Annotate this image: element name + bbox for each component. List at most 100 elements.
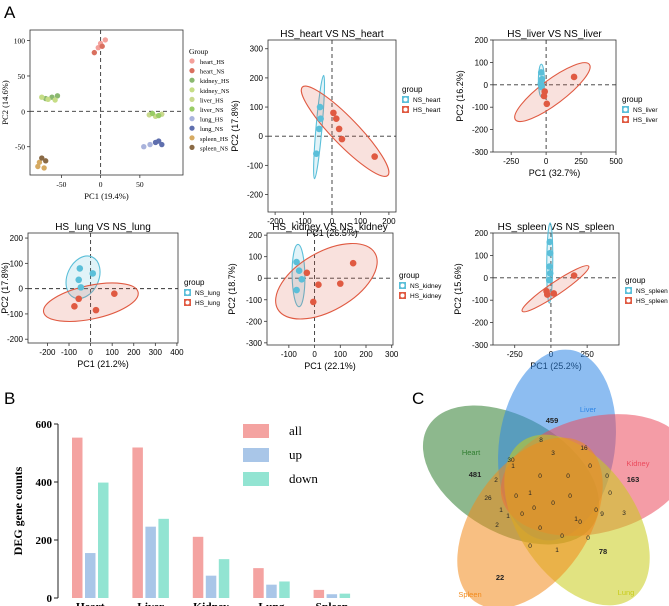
venn-region-count: 3 xyxy=(622,510,626,517)
y-tick-label: 400 xyxy=(36,477,53,489)
legend-key xyxy=(189,135,195,141)
legend-key-all xyxy=(243,424,269,438)
y-tick-label: 100 xyxy=(249,253,263,262)
legend-key-dot xyxy=(403,97,408,102)
y-tick-label: -300 xyxy=(472,148,489,157)
bar-all-kidney xyxy=(192,536,204,598)
x-tick-label: 200 xyxy=(359,350,373,359)
legend-label: kidney_NS xyxy=(200,88,230,95)
x-tick-label: 0 xyxy=(312,350,317,359)
legend-title: group xyxy=(625,276,646,285)
venn-set-label: Spleen xyxy=(458,590,481,599)
legend-title: group xyxy=(399,271,420,280)
venn-region-count: 0 xyxy=(605,473,609,480)
legend-key-dot xyxy=(626,288,631,293)
data-point-kidney_ns xyxy=(45,96,51,103)
legend-key xyxy=(189,116,195,122)
venn-set-label: Liver xyxy=(580,405,597,414)
venn-set-spleen xyxy=(457,437,603,606)
x-tick-label: 400 xyxy=(170,348,184,357)
venn-region-count: 9 xyxy=(600,511,604,518)
legend-key xyxy=(189,68,195,74)
data-point-hs_spleen xyxy=(570,272,578,279)
y-axis-label: PC2 (18.7%) xyxy=(227,263,237,315)
legend-key-dot xyxy=(185,300,190,305)
y-tick-label: 100 xyxy=(250,103,264,112)
data-point-hs_spleen xyxy=(544,291,551,298)
legend-key xyxy=(189,106,195,112)
legend-key xyxy=(189,87,195,93)
x-axis-label: PC1 (21.2%) xyxy=(77,359,129,369)
y-tick-label: 200 xyxy=(250,74,264,83)
legend-key xyxy=(189,77,195,83)
data-point-ns_kidney xyxy=(295,267,303,274)
data-point-ns_lung xyxy=(77,284,85,291)
x-tick-label: 0 xyxy=(544,157,549,166)
y-tick-label: -50 xyxy=(15,143,25,152)
venn-set-label: Kidney xyxy=(627,459,650,468)
x-axis-label: PC1 (32.7%) xyxy=(529,168,581,178)
legend-key xyxy=(189,96,195,102)
x-tick-label: 500 xyxy=(609,157,623,166)
x-tick-label: 250 xyxy=(574,157,588,166)
bar-up-lung xyxy=(266,584,277,598)
legend-key-dot xyxy=(626,298,631,303)
data-point-hs_kidney xyxy=(349,259,357,267)
x-tick-label: Liver xyxy=(137,601,164,606)
x-tick-label: -200 xyxy=(267,217,284,226)
data-point-hs_heart xyxy=(371,153,378,160)
venn-region-count: 2 xyxy=(495,522,499,529)
x-tick-label: -250 xyxy=(503,157,520,166)
legend-label: HS_spleen xyxy=(636,298,668,305)
venn-region-count: 0 xyxy=(532,505,536,512)
legend-key-dot xyxy=(623,107,628,112)
y-axis-label: PC2 (17.8%) xyxy=(230,100,240,152)
venn-region-count: 16 xyxy=(580,445,588,452)
x-tick-label: -250 xyxy=(507,350,524,359)
data-point-hs_heart xyxy=(335,125,343,133)
x-tick-label: -100 xyxy=(296,217,313,226)
data-point-ns_kidney xyxy=(293,286,300,294)
data-point-ns_heart xyxy=(317,115,324,123)
data-point-heart_ns xyxy=(91,49,98,56)
venn-region-count: 0 xyxy=(586,535,590,542)
legend-label: NS_lung xyxy=(195,290,220,297)
y-tick-label: -100 xyxy=(247,161,264,170)
venn-region-count: 163 xyxy=(627,475,640,484)
venn-set-label: Heart xyxy=(462,448,481,457)
chart-title: HS_liver VS NS_liver xyxy=(507,29,602,40)
x-tick-label: 200 xyxy=(382,217,396,226)
legend-label: NS_kidney xyxy=(410,283,442,290)
x-tick-label: 100 xyxy=(354,217,368,226)
venn-region-count: 0 xyxy=(551,500,555,507)
pca-lung-chart: HS_lung VS NS_lung -200 -100 0 100 200 300 400 2… xyxy=(0,222,220,369)
data-point-hs_kidney xyxy=(303,269,311,277)
bar-up-kidney xyxy=(205,575,217,598)
y-tick-label: 100 xyxy=(10,259,24,268)
plot-frame xyxy=(492,232,620,346)
data-point-hs_lung xyxy=(75,295,83,303)
x-tick-label: 300 xyxy=(149,348,163,357)
venn-region-count: 26 xyxy=(484,495,492,502)
y-axis-label: DEG gene counts xyxy=(11,466,25,555)
venn-region-count: 1 xyxy=(555,547,559,554)
bar-down-spleen xyxy=(339,593,351,598)
data-point-ns_lung xyxy=(89,270,97,277)
pca-spleen-chart: HS_spleen VS NS_spleen-25002502001000-10… xyxy=(453,222,668,371)
y-tick-label: 0 xyxy=(19,285,24,294)
venn-region-count: 1 xyxy=(511,463,515,470)
panel-label-c: C xyxy=(412,389,424,408)
data-point-ns_spleen xyxy=(546,270,554,277)
bar-down-lung xyxy=(279,581,290,598)
venn-region-count: 3 xyxy=(551,450,555,457)
bar-up-heart xyxy=(85,553,96,598)
data-point-ns_liver xyxy=(537,69,545,76)
y-tick-label: 0 xyxy=(484,81,489,90)
legend-label: HS_kidney xyxy=(410,293,442,300)
venn-region-count: 2 xyxy=(494,477,498,484)
y-tick-label: -200 xyxy=(246,317,263,326)
data-point-spleen_hs xyxy=(41,165,47,171)
data-point-spleen_hs xyxy=(35,163,41,170)
data-point-spleen_ns xyxy=(39,155,45,161)
